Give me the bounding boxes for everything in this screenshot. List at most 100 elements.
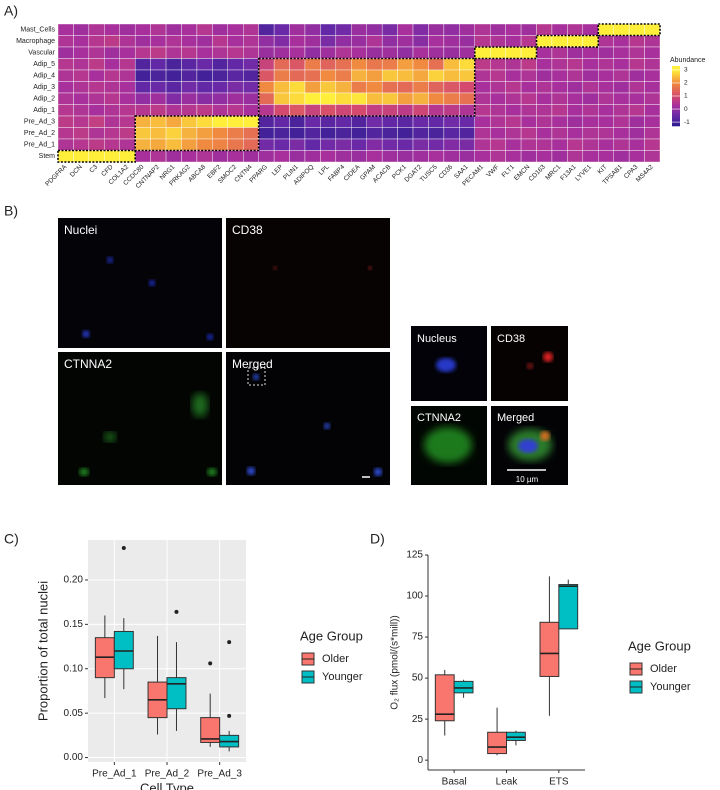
colorbar-tick-label: 0 bbox=[684, 106, 688, 113]
heatmap-cell bbox=[228, 70, 243, 82]
heatmap-cell bbox=[274, 93, 289, 105]
heatmap-cell bbox=[490, 139, 505, 151]
heatmap-cell bbox=[243, 93, 258, 105]
heatmap-cell bbox=[259, 116, 274, 128]
row-label: Macrophage bbox=[16, 38, 55, 45]
heatmap-cell bbox=[552, 116, 567, 128]
heatmap-cell bbox=[212, 47, 227, 59]
heatmap-cell bbox=[89, 47, 104, 59]
heatmap-cell bbox=[413, 93, 428, 105]
heatmap-cell bbox=[506, 105, 521, 117]
heatmap-cell bbox=[567, 82, 582, 94]
heatmap-cell bbox=[645, 139, 660, 151]
heatmap-cell bbox=[506, 151, 521, 163]
heatmap-cell bbox=[614, 128, 629, 140]
heatmap-cell bbox=[305, 82, 320, 94]
heatmap-cell bbox=[120, 128, 135, 140]
heatmap-cell bbox=[567, 36, 582, 48]
image-label: CTNNA2 bbox=[417, 412, 461, 424]
heatmap-cell bbox=[413, 139, 428, 151]
heatmap-cell bbox=[120, 47, 135, 59]
heatmap-cell bbox=[104, 70, 119, 82]
signal-spot bbox=[374, 468, 382, 476]
heatmap-cell bbox=[629, 116, 644, 128]
heatmap-cell bbox=[475, 24, 490, 36]
column-label: CD36 bbox=[438, 163, 455, 180]
colorbar-step bbox=[672, 74, 680, 76]
heatmap-cell bbox=[135, 36, 150, 48]
heatmap-cell bbox=[151, 151, 166, 163]
legend-label: Older bbox=[650, 663, 677, 675]
heatmap-cell bbox=[58, 36, 73, 48]
heatmap-cell bbox=[58, 116, 73, 128]
heatmap-cell bbox=[166, 105, 181, 117]
heatmap-cell bbox=[89, 59, 104, 71]
heatmap-cell bbox=[506, 116, 521, 128]
nucleus-spot bbox=[107, 257, 113, 263]
column-label: ABCA8 bbox=[187, 163, 207, 183]
outlier bbox=[227, 714, 231, 718]
heatmap-cell bbox=[552, 105, 567, 117]
heatmap-cell bbox=[367, 24, 382, 36]
heatmap-cell bbox=[490, 70, 505, 82]
heatmap-cell bbox=[73, 139, 88, 151]
heatmap-cell bbox=[444, 139, 459, 151]
heatmap-cell bbox=[614, 82, 629, 94]
heatmap-cell bbox=[181, 59, 196, 71]
heatmap-cell bbox=[290, 93, 305, 105]
heatmap-cell bbox=[104, 151, 119, 163]
signal-spot bbox=[324, 423, 330, 429]
colorbar-tick-label: -1 bbox=[684, 119, 690, 126]
heatmap-cell bbox=[305, 24, 320, 36]
x-tick-label: Pre_Ad_1 bbox=[92, 769, 137, 780]
colorbar-step bbox=[672, 102, 680, 104]
heatmap-cell bbox=[428, 105, 443, 117]
heatmap-cell bbox=[243, 47, 258, 59]
heatmap-cell bbox=[629, 139, 644, 151]
heatmap-cell bbox=[367, 151, 382, 163]
heatmap-cell bbox=[212, 24, 227, 36]
image-label: Merged bbox=[497, 412, 534, 424]
colorbar-tick-label: 2 bbox=[684, 80, 688, 87]
heatmap-cell bbox=[166, 70, 181, 82]
heatmap-cell bbox=[274, 105, 289, 117]
heatmap-cell bbox=[166, 93, 181, 105]
heatmap-cell bbox=[367, 105, 382, 117]
heatmap-cell bbox=[274, 59, 289, 71]
heatmap-cell bbox=[73, 36, 88, 48]
image-label: Merged bbox=[232, 357, 273, 371]
colorbar-step bbox=[672, 118, 680, 120]
y-axis-label: O₂ flux (pmol/(s*mill)) bbox=[390, 615, 401, 709]
signal-spot bbox=[253, 374, 259, 380]
heatmap-cell bbox=[490, 116, 505, 128]
heatmap-cell bbox=[583, 116, 598, 128]
heatmap-cell bbox=[166, 59, 181, 71]
box bbox=[488, 732, 507, 753]
heatmap-cell bbox=[645, 36, 660, 48]
heatmap-cell bbox=[382, 70, 397, 82]
heatmap-cell bbox=[73, 151, 88, 163]
heatmap-cell bbox=[614, 70, 629, 82]
heatmap-cell bbox=[598, 116, 613, 128]
heatmap-cell bbox=[598, 70, 613, 82]
heatmap-cell bbox=[428, 59, 443, 71]
heatmap-cell bbox=[367, 47, 382, 59]
heatmap-cell bbox=[351, 105, 366, 117]
heatmap-cell bbox=[490, 105, 505, 117]
heatmap-cell bbox=[645, 116, 660, 128]
colorbar-step bbox=[672, 72, 680, 74]
heatmap-cell bbox=[351, 24, 366, 36]
heatmap-cell bbox=[351, 47, 366, 59]
outlier bbox=[122, 546, 126, 550]
heatmap-cell bbox=[428, 128, 443, 140]
heatmap-cell bbox=[290, 36, 305, 48]
heatmap-cell bbox=[645, 128, 660, 140]
heatmap-cell bbox=[537, 93, 552, 105]
heatmap-cell bbox=[382, 36, 397, 48]
heatmap-cell bbox=[459, 47, 474, 59]
heatmap-cell bbox=[320, 105, 335, 117]
heatmap-cell bbox=[629, 70, 644, 82]
heatmap-cell bbox=[629, 36, 644, 48]
heatmap-cell bbox=[567, 93, 582, 105]
colorbar-step bbox=[672, 84, 680, 86]
